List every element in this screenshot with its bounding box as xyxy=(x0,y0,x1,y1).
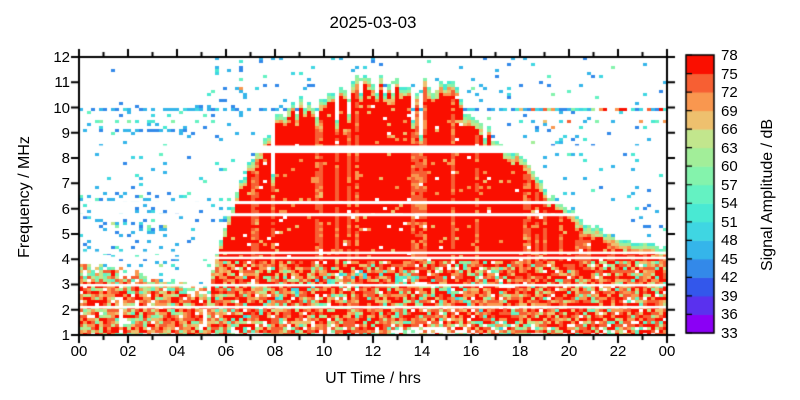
x-tick-label: 22 xyxy=(609,343,627,360)
colorbar-tick-label: 66 xyxy=(721,121,738,139)
y-axis-label: Frequency / MHz xyxy=(16,136,33,258)
colorbar-tick-label: 57 xyxy=(721,176,738,194)
y-tick-label: 2 xyxy=(61,301,70,319)
colorbar-tick-label: 42 xyxy=(721,269,738,287)
colorbar-tick-label: 63 xyxy=(721,139,738,157)
colorbar-tick-label: 48 xyxy=(721,232,738,250)
colorbar-tick-label: 72 xyxy=(721,84,738,102)
colorbar-tick-label: 51 xyxy=(721,213,738,231)
y-tick-label: 12 xyxy=(53,49,70,66)
colorbar-tick-label: 33 xyxy=(721,325,738,342)
colorbar-tick-label: 69 xyxy=(721,102,738,120)
x-tick-label: 16 xyxy=(462,343,480,360)
x-tick-label: 04 xyxy=(168,343,186,360)
colorbar-label: Signal Amplitude / dB xyxy=(759,118,776,272)
x-tick-label: 08 xyxy=(266,343,284,360)
y-tick-label: 5 xyxy=(61,225,70,243)
x-tick-label: 02 xyxy=(119,343,137,360)
y-tick-label: 3 xyxy=(61,276,70,294)
colorbar-tick-label: 60 xyxy=(721,158,738,176)
x-tick-label: 06 xyxy=(217,343,235,360)
colorbar-tick-label: 75 xyxy=(721,65,738,83)
colorbar-tick-label: 78 xyxy=(721,47,738,64)
x-tick-label: 10 xyxy=(315,343,333,360)
y-tick-label: 11 xyxy=(54,74,70,92)
x-tick-label: 20 xyxy=(560,343,578,360)
colorbar-tick-label: 39 xyxy=(721,287,738,305)
x-tick-label: 14 xyxy=(413,343,431,360)
colorbar-tick-label: 54 xyxy=(721,195,738,213)
x-tick-label: 00 xyxy=(658,343,676,360)
y-tick-label: 8 xyxy=(61,150,70,168)
colorbar-tick-label: 45 xyxy=(721,250,738,268)
x-axis-label: UT Time / hrs xyxy=(325,370,421,387)
plot-title: 2025-03-03 xyxy=(329,13,417,32)
y-tick-label: 10 xyxy=(53,99,70,117)
x-tick-label: 00 xyxy=(70,343,88,360)
colorbar-tick-label: 36 xyxy=(721,306,738,324)
y-tick-label: 6 xyxy=(61,200,70,218)
y-tick-label: 4 xyxy=(61,251,70,269)
y-tick-label: 9 xyxy=(61,124,70,142)
x-tick-label: 12 xyxy=(364,343,382,360)
y-tick-label: 7 xyxy=(61,175,70,193)
x-tick-label: 18 xyxy=(511,343,529,360)
y-tick-label: 1 xyxy=(61,327,70,344)
